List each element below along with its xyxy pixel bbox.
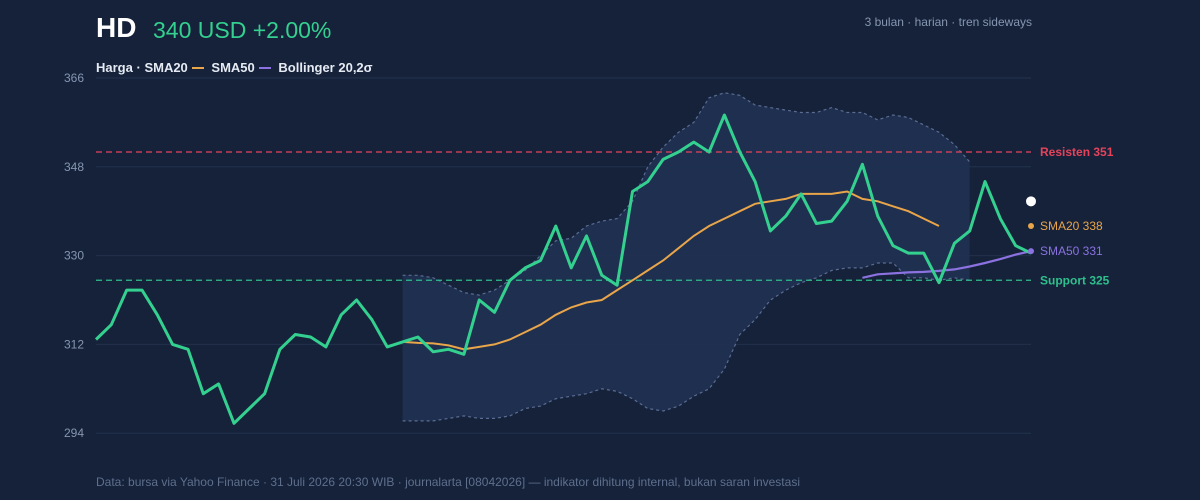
ticker-symbol: HD (96, 12, 137, 43)
sma50-swatch (258, 66, 271, 69)
sma20-end-label: SMA20 338 (1040, 219, 1103, 233)
y-tick-label: 348 (64, 160, 84, 174)
sma50-end-dot (1028, 248, 1034, 255)
bollinger-band-fill (402, 92, 970, 421)
resistance-label: Resisten 351 (1040, 145, 1114, 159)
source-footer: Data: bursa via Yahoo Finance · 31 Juli … (96, 475, 800, 489)
y-tick-label: 366 (64, 71, 84, 85)
support-label: Support 325 (1040, 273, 1110, 287)
bollinger-lower-line (402, 262, 970, 422)
legend-sma20: SMA20 (144, 60, 188, 75)
legend-sma50: SMA50 (211, 60, 255, 75)
sma50-end-label: SMA50 331 (1040, 244, 1103, 258)
y-tick-label: 312 (64, 337, 84, 351)
legend-price: Harga (96, 60, 133, 75)
bollinger-upper-line (402, 92, 971, 296)
period-info: 3 bulan · harian · tren sideways (864, 15, 1032, 29)
price-line (94, 113, 1032, 425)
y-tick-label: 330 (64, 249, 84, 263)
legend-separator: · (136, 60, 145, 75)
price-change: 340 USD +2.00% (153, 17, 332, 43)
sma20-swatch (191, 66, 204, 69)
legend-bollinger: Bollinger 20,2σ (278, 60, 373, 75)
chart-legend: Harga · SMA20 SMA50 Bollinger 20,2σ (96, 60, 373, 75)
y-tick-label: 294 (64, 426, 84, 440)
sma20-end-dot (1028, 223, 1034, 229)
last-price-marker (1026, 196, 1036, 207)
sma50-line (862, 250, 1032, 279)
